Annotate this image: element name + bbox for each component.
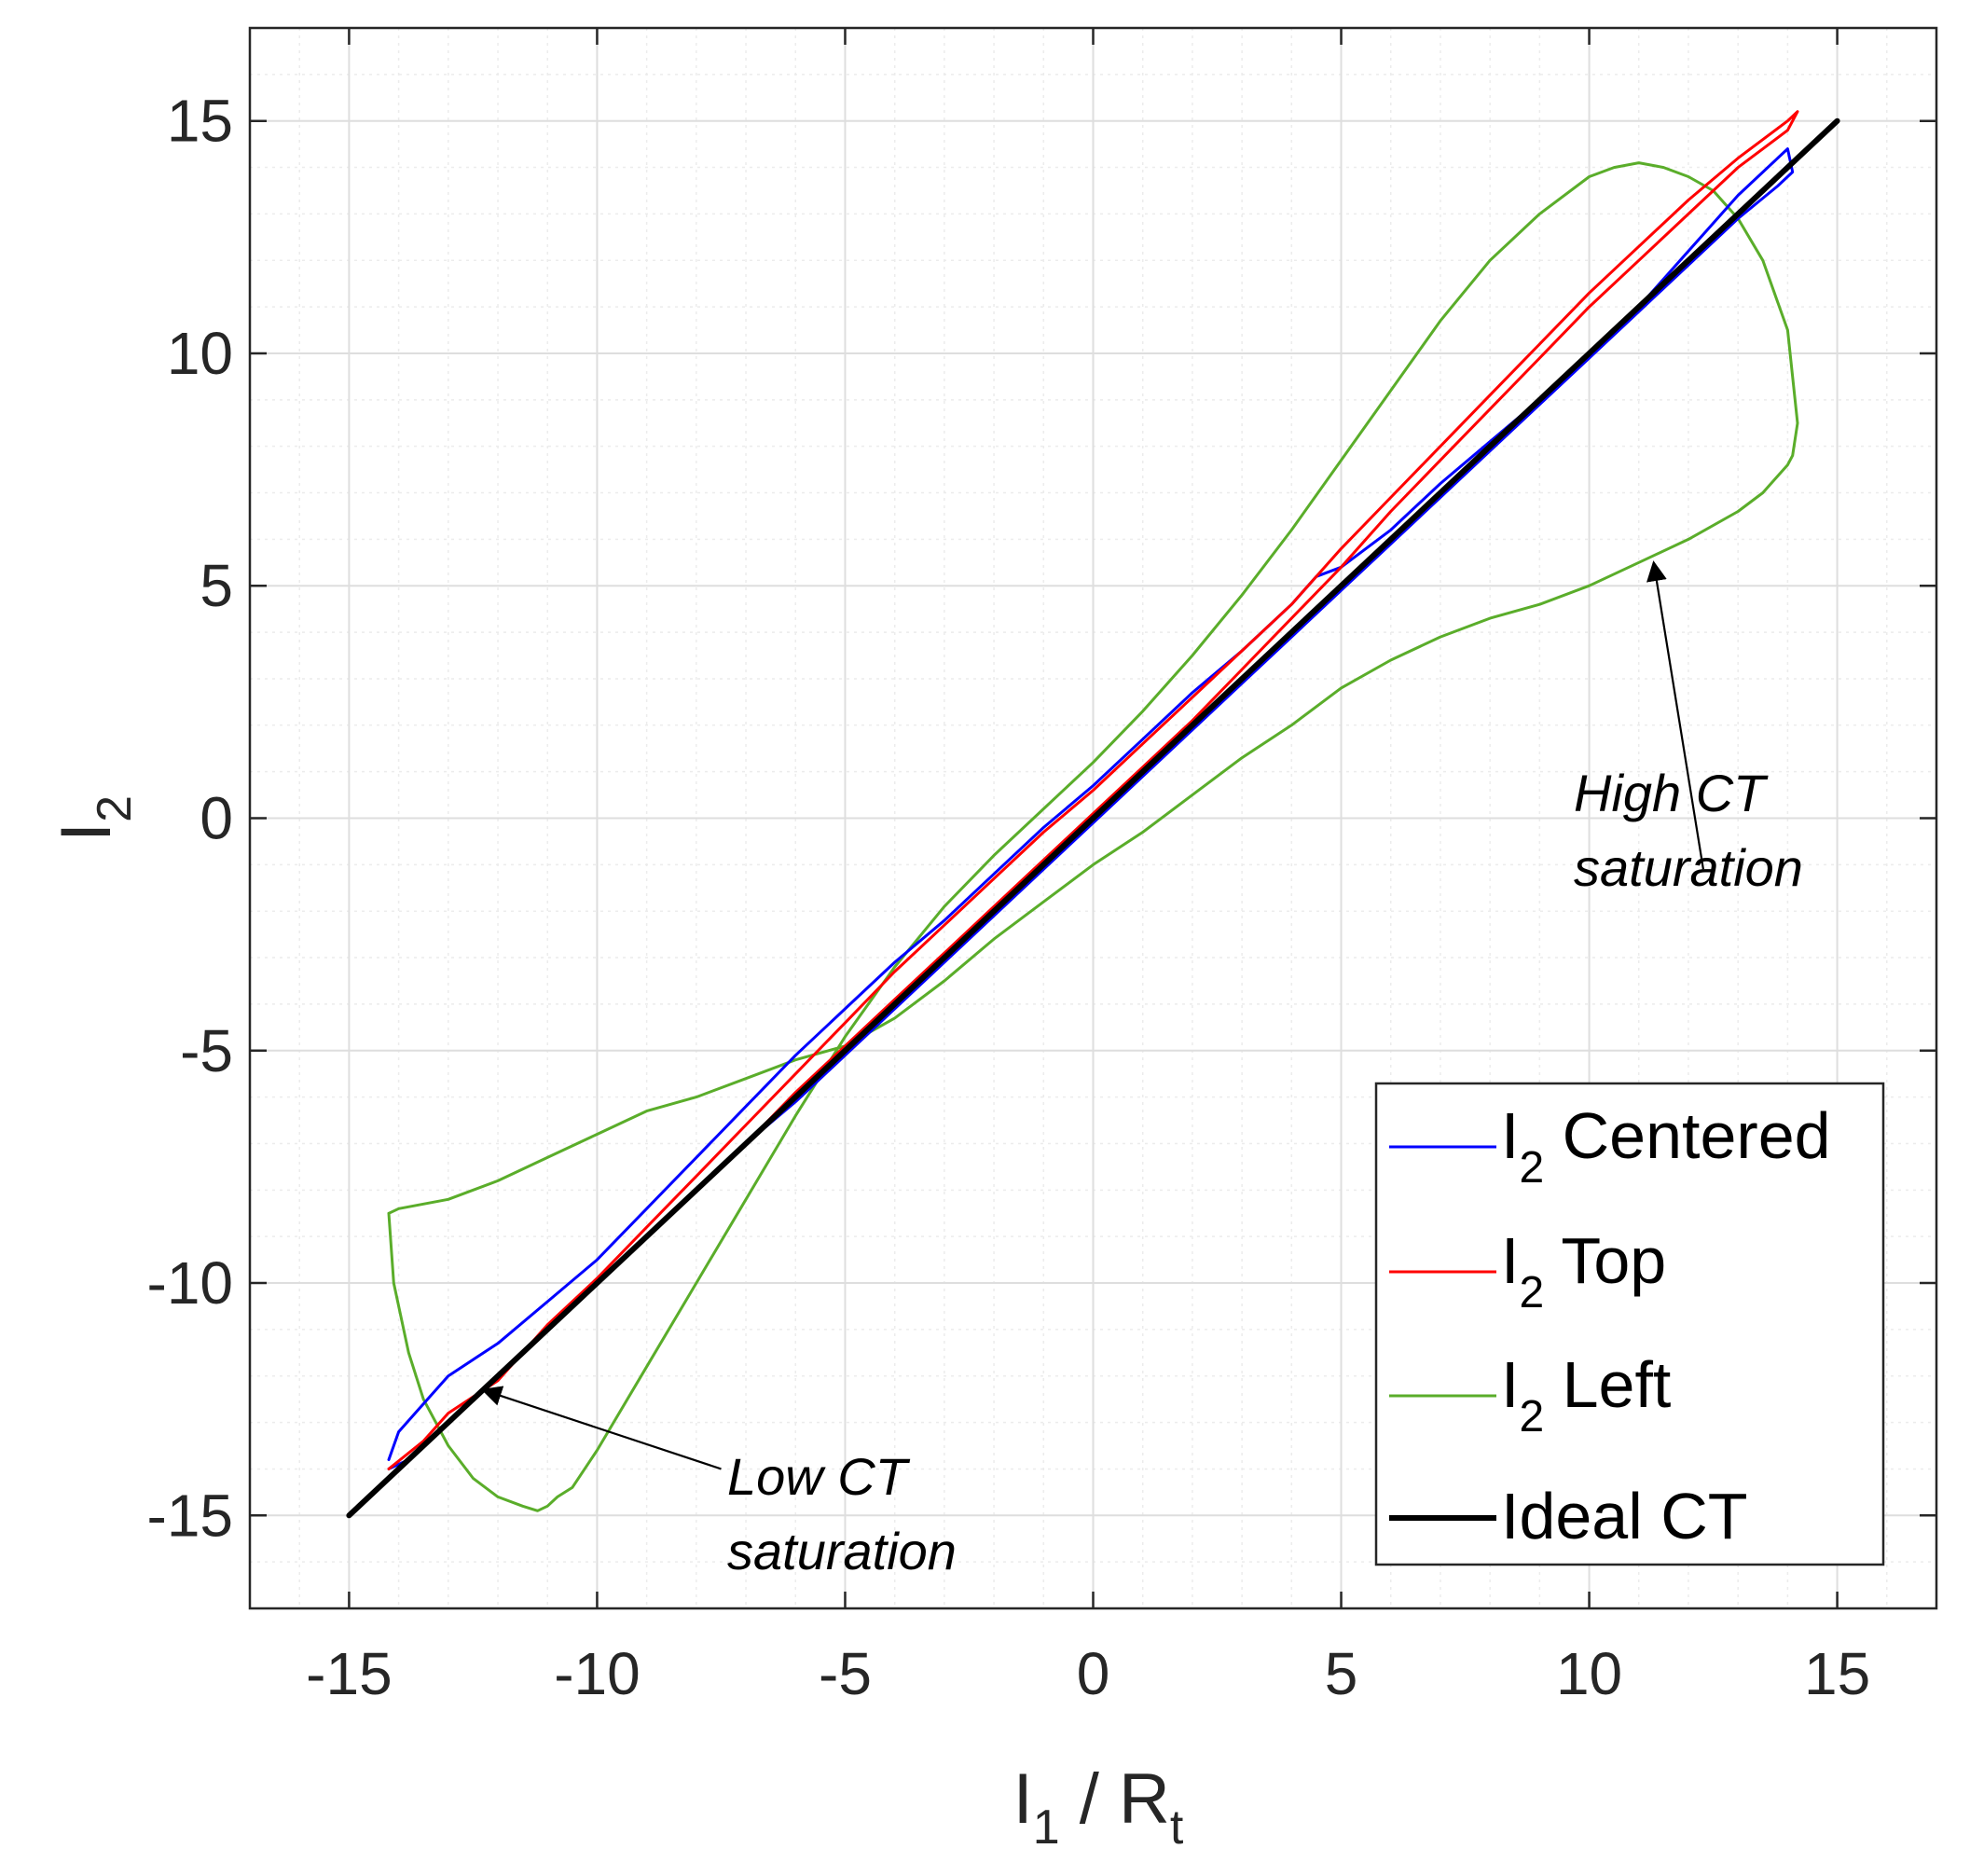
legend-item-top: I2 Top [1389, 1224, 1666, 1317]
legend-label-top: I2 Top [1501, 1224, 1666, 1317]
x-tick-label: 10 [1556, 1640, 1622, 1707]
y-tick-label: -5 [180, 1017, 233, 1084]
y-tick-label: 10 [167, 320, 233, 387]
x-axis-label: I1 / Rt [1013, 1759, 1184, 1855]
y-tick-label: 5 [200, 552, 233, 619]
annotation-arrow [1646, 560, 1705, 870]
y-tick-label: -10 [147, 1249, 234, 1317]
legend-item-centered: I2 Centered [1389, 1099, 1831, 1193]
y-tick-label: 15 [167, 88, 233, 155]
annotation-low-ct: Low CT saturation [727, 1447, 957, 1580]
x-tick-label: 0 [1077, 1640, 1110, 1707]
x-tick-label: 5 [1325, 1640, 1358, 1707]
y-tick-label: -15 [147, 1482, 234, 1549]
legend-label-ideal: Ideal CT [1501, 1480, 1748, 1552]
x-tick-label: -15 [306, 1640, 393, 1707]
annotations: High CT saturation Low CT saturation [480, 560, 1803, 1580]
y-tick-label: 0 [200, 785, 233, 852]
legend-item-ideal: Ideal CT [1389, 1480, 1748, 1552]
series-line-ideal [346, 117, 1840, 1519]
series-group [346, 110, 1840, 1519]
legend-box [1374, 1082, 1885, 1566]
legend-label-centered: I2 Centered [1501, 1099, 1831, 1193]
annotation-high-ct: High CT saturation [1574, 764, 1803, 897]
ticks: -15 -10 -5 0 5 10 15 -15 -10 -5 0 5 10 15 [147, 28, 1936, 1707]
legend: I2 Centered I2 Top I2 Left Ideal CT [1374, 1082, 1885, 1566]
x-tick-label: -5 [819, 1640, 872, 1707]
series-line-centered [387, 147, 1795, 1470]
legend-item-left: I2 Left [1389, 1348, 1671, 1441]
x-tick-label: -10 [554, 1640, 641, 1707]
y-axis-label: I2 [47, 795, 142, 842]
series-line-top [387, 110, 1799, 1470]
x-tick-label: 15 [1804, 1640, 1870, 1707]
legend-label-left: I2 Left [1501, 1348, 1671, 1441]
annotation-arrow [480, 1386, 722, 1470]
